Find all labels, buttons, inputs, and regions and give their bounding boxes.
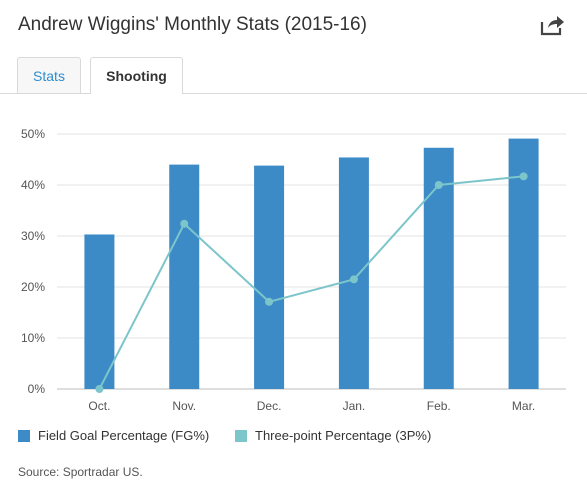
bar[interactable] (254, 165, 285, 389)
bar[interactable] (338, 157, 369, 389)
tab-bar-divider (0, 93, 587, 94)
line-point[interactable] (180, 219, 189, 228)
y-tick-label: 30% (21, 229, 45, 243)
line-point[interactable] (434, 181, 443, 189)
line-point[interactable] (95, 385, 104, 393)
legend-label-3p: Three-point Percentage (3P%) (255, 428, 432, 443)
x-tick-label: Oct. (88, 399, 110, 413)
line-point[interactable] (349, 275, 358, 284)
x-tick-label: Mar. (512, 399, 535, 413)
legend-item-fg[interactable]: Field Goal Percentage (FG%) (18, 428, 209, 443)
bar[interactable] (169, 164, 200, 389)
combo-chart: 0% 10% 20% 30% 40% 50% Oct. Nov. Dec. Jan. Feb. Mar… (21, 127, 566, 413)
tab-stats[interactable]: Stats (17, 57, 81, 93)
legend-item-3p[interactable]: Three-point Percentage (3P%) (235, 428, 431, 443)
y-tick-label: 0% (28, 382, 46, 396)
bar[interactable] (84, 234, 115, 389)
share-button[interactable] (540, 14, 566, 36)
y-tick-label: 20% (21, 280, 45, 294)
source-note: Source: Sportradar US. (18, 465, 143, 479)
share-icon (540, 16, 564, 36)
line-point[interactable] (519, 172, 528, 181)
legend-swatch-3p (235, 429, 247, 442)
x-tick-label: Nov. (172, 399, 196, 413)
line-point[interactable] (265, 297, 274, 306)
chart-title: Andrew Wiggins' Monthly Stats (2015-16) (18, 14, 367, 35)
y-tick-label: 10% (21, 331, 45, 345)
x-tick-label: Dec. (257, 399, 282, 413)
three-point-line (98, 175, 524, 390)
tab-bar: Stats Shooting (0, 57, 587, 94)
tab-shooting[interactable]: Shooting (90, 57, 183, 94)
legend-swatch-fg (18, 429, 30, 442)
x-tick-label: Feb. (427, 399, 451, 413)
legend-label-fg: Field Goal Percentage (FG%) (38, 428, 210, 443)
y-tick-label: 40% (21, 178, 45, 192)
y-tick-label: 50% (21, 127, 45, 141)
x-tick-label: Jan. (343, 399, 366, 413)
